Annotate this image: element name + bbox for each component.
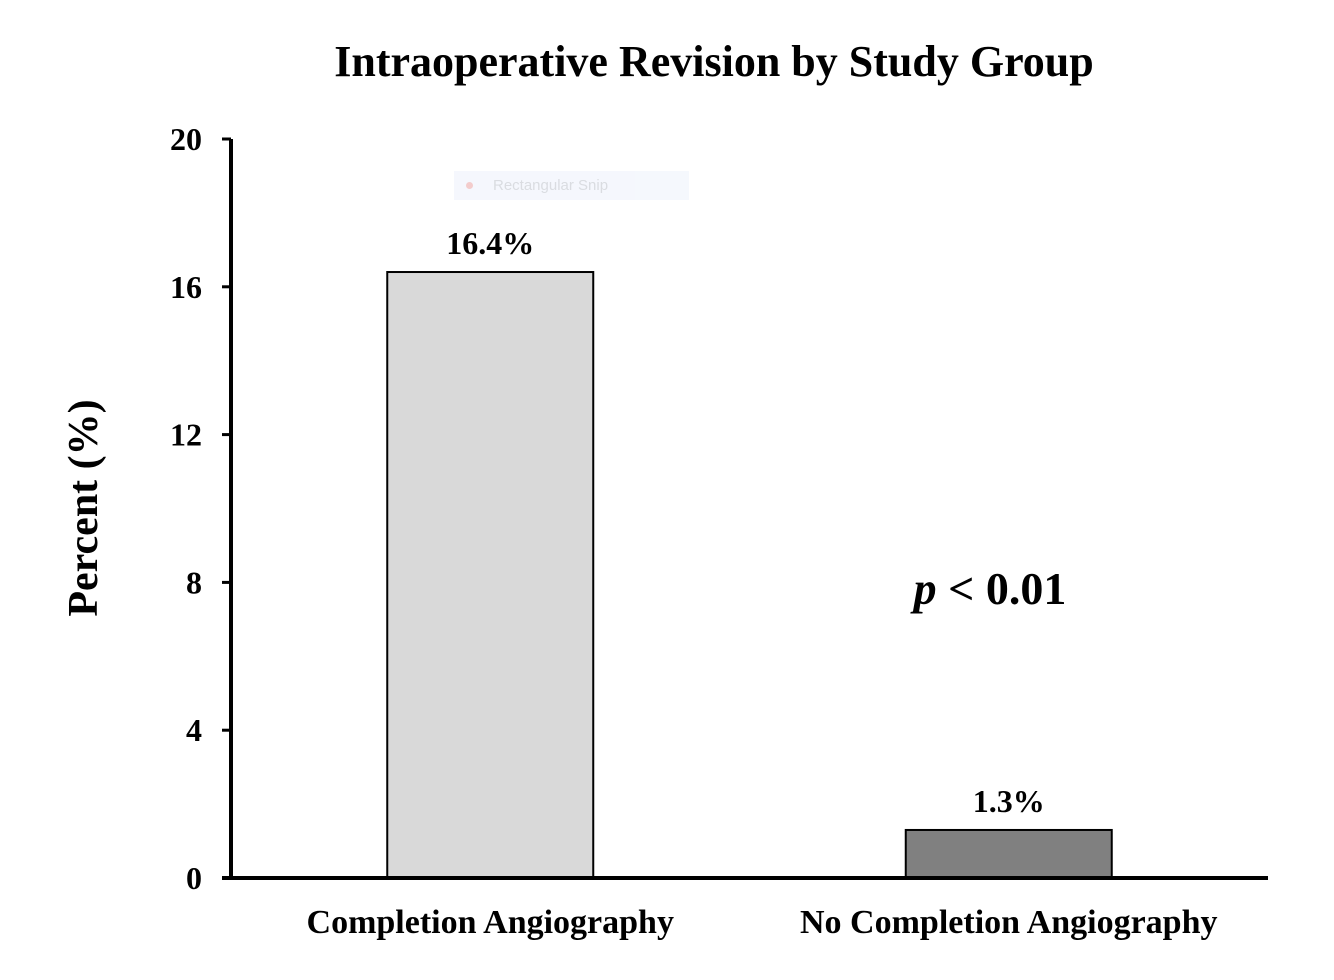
y-tick-label: 12 [170,417,202,453]
chart-title: Intraoperative Revision by Study Group [334,37,1094,86]
y-axis-ticks: 0 4 8 12 16 20 [170,121,231,896]
bars [386,271,1113,880]
p-symbol: p [910,563,937,614]
bar [386,271,595,879]
y-axis-label: Percent (%) [61,399,107,616]
rectangular-snip-overlay: Rectangular Snip [454,171,689,200]
x-category-label: Completion Angiography [307,904,674,941]
snip-label: Rectangular Snip [493,177,609,194]
y-tick-label: 16 [170,269,202,305]
x-category-label: No Completion Angiography [800,904,1218,941]
y-tick-label: 8 [186,564,202,600]
y-tick-label: 0 [186,860,202,896]
bar-value-label: 16.4% [446,225,534,261]
y-tick-label: 20 [170,121,202,157]
bar [904,828,1113,880]
data-labels: 16.4% 1.3% [446,225,1045,819]
p-value-text: < 0.01 [937,563,1067,614]
p-value-annotation: p < 0.01 [910,563,1067,614]
y-tick-label: 4 [186,712,202,748]
bar-value-label: 1.3% [973,783,1045,819]
record-dot-icon [466,182,473,189]
category-labels: Completion Angiography No Completion Angi… [307,904,1218,941]
